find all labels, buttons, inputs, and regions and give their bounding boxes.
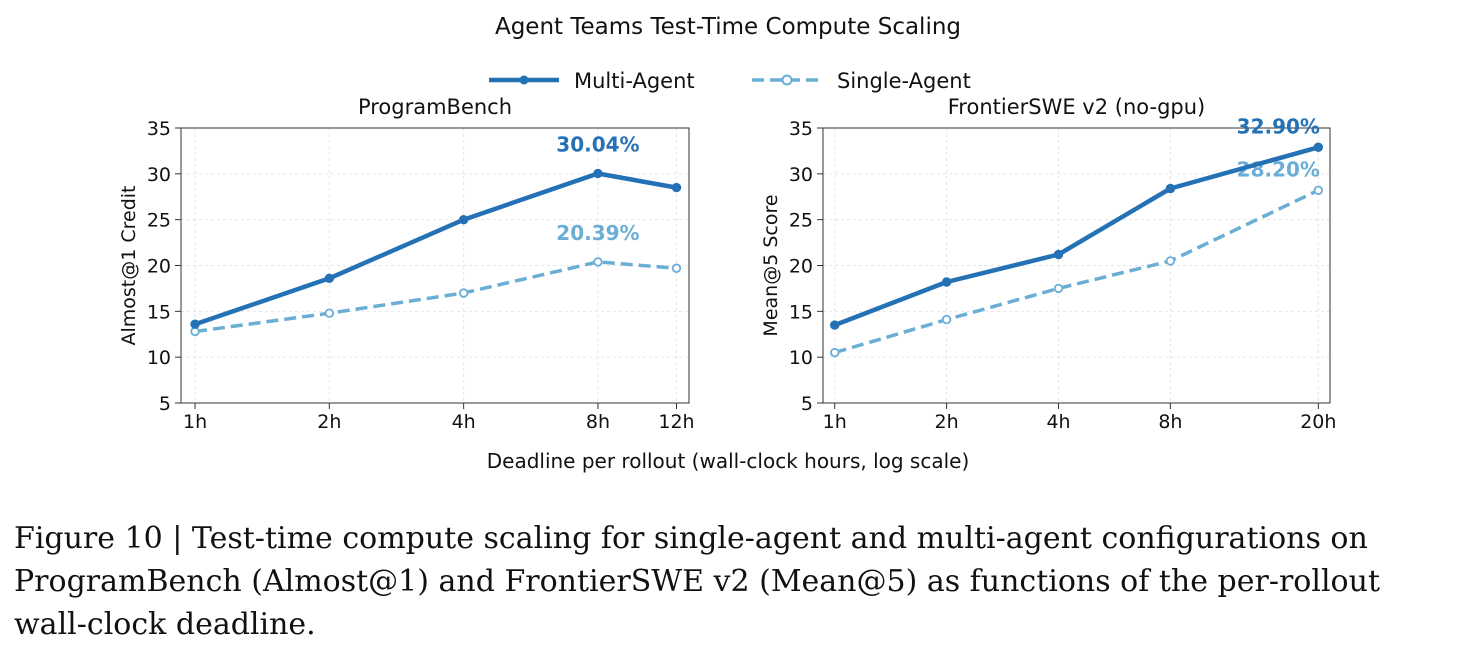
x-tick-label: 2h (935, 411, 959, 433)
y-tick-label: 30 (147, 164, 171, 186)
x-tick-label: 2h (317, 411, 341, 433)
y-tick-label: 20 (789, 256, 813, 278)
single-agent-point (324, 308, 335, 318)
y-axis-label: Almost@1 Credit (118, 185, 140, 345)
multi-agent-point (1053, 249, 1064, 260)
subplot-title: ProgramBench (358, 95, 512, 119)
y-tick-label: 20 (147, 256, 171, 278)
y-tick-label: 15 (789, 301, 813, 323)
multi-agent-point (458, 214, 469, 225)
multi-agent-line (194, 171, 677, 327)
multi-agent-point (671, 182, 682, 193)
figure-caption: Figure 10 | Test-time compute scaling fo… (14, 521, 1380, 642)
x-tick-label: 8h (1158, 411, 1182, 433)
x-tick-label: 1h (183, 411, 207, 433)
multi-agent-point (941, 277, 952, 287)
multi-agent-point (324, 273, 335, 284)
single-agent-line (194, 260, 677, 334)
y-tick-label: 10 (789, 347, 813, 369)
multi-agent-point (593, 168, 603, 179)
y-tick-label: 15 (147, 301, 171, 323)
frontierswe-panel: 5 10 15 20 25 30 35 1h 2h 4h 8h 20h FrontierSWE v2 (… (760, 95, 1336, 433)
single-agent-point (941, 314, 952, 325)
single-agent-point (671, 263, 682, 273)
figure-title: Agent Teams Test-Time Compute Scaling (495, 14, 961, 40)
programbench-panel: 5 10 15 20 25 30 35 1h 2h 4h 8h 12h ProgramBench Almo… (118, 95, 695, 433)
legend: Multi-Agent Single-Agent (489, 69, 971, 93)
subplot-title: FrontierSWE v2 (no-gpu) (948, 95, 1206, 119)
y-axis-label: Mean@5 Score (760, 194, 782, 336)
legend-multi-agent-label: Multi-Agent (574, 69, 695, 93)
single-agent-point (1313, 185, 1324, 196)
y-tick-label: 10 (147, 347, 171, 369)
figure: Agent Teams Test-Time Compute Scaling Mu… (118, 14, 1336, 473)
x-axis-label: Deadline per rollout (wall-clock hours, … (487, 449, 970, 473)
x-tick-label: 8h (586, 411, 610, 433)
multi-agent-annotation: 32.90% (1237, 114, 1320, 138)
x-tick-label: 12h (658, 411, 694, 433)
y-tick-label: 35 (147, 118, 171, 140)
single-agent-point (593, 257, 603, 267)
multi-agent-point (1165, 183, 1176, 194)
x-tick-label: 20h (1300, 411, 1336, 433)
single-agent-line (834, 188, 1320, 355)
single-agent-point (1053, 283, 1064, 294)
single-agent-annotation: 28.20% (1237, 157, 1320, 181)
single-agent-point (830, 347, 840, 358)
multi-agent-annotation: 30.04% (556, 132, 639, 156)
x-tick-label: 1h (823, 411, 847, 433)
y-tick-label: 5 (159, 393, 171, 415)
y-tick-label: 35 (789, 118, 813, 140)
multi-agent-point (830, 320, 840, 330)
x-tick-label: 4h (452, 411, 476, 433)
y-tick-label: 30 (789, 164, 813, 186)
legend-multi-agent-marker (519, 75, 529, 85)
y-tick-label: 25 (789, 210, 813, 232)
legend-single-agent-label: Single-Agent (837, 69, 971, 93)
multi-agent-point (1313, 142, 1324, 152)
single-agent-annotation: 20.39% (556, 221, 639, 245)
legend-single-agent-marker (781, 74, 793, 86)
multi-agent-point (190, 319, 200, 329)
y-tick-label: 5 (801, 393, 813, 415)
single-agent-point (458, 288, 469, 298)
x-tick-label: 4h (1046, 411, 1070, 433)
single-agent-point (1165, 256, 1176, 266)
y-tick-label: 25 (147, 210, 171, 232)
